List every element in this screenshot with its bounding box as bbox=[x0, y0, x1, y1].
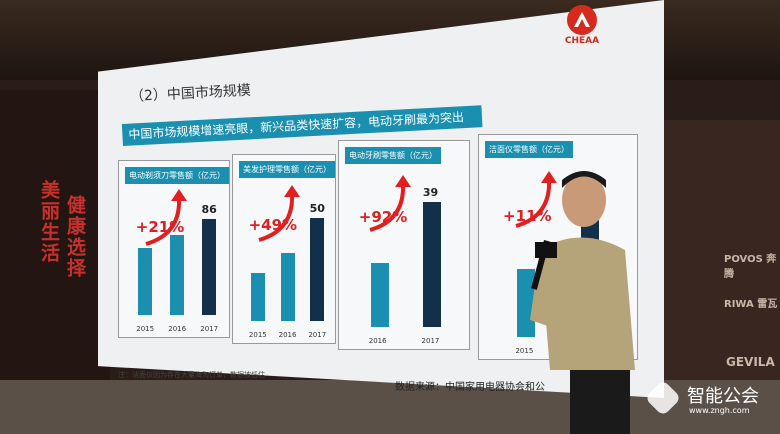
bar bbox=[280, 252, 295, 321]
chart-panel: 电动剃须刀零售额（亿元） 2015 2016 2017 86 +21% bbox=[118, 160, 230, 338]
bar bbox=[423, 202, 442, 327]
watermark-name: 智能公会 bbox=[687, 386, 759, 407]
growth-arrow-icon bbox=[258, 185, 300, 243]
x-tick-label: 2016 bbox=[168, 325, 187, 333]
x-tick-label: 2017 bbox=[200, 325, 219, 333]
growth-label: +21% bbox=[135, 217, 185, 236]
x-tick-label: 2017 bbox=[308, 331, 327, 339]
bar bbox=[370, 263, 389, 327]
data-label: 50 bbox=[309, 201, 325, 215]
chart-panel: 电动牙刷零售额（亿元） 2016 2017 39 +92% bbox=[338, 140, 470, 350]
bar bbox=[138, 247, 153, 315]
x-tick-label: 2016 bbox=[368, 337, 387, 345]
data-label: 86 bbox=[201, 202, 217, 216]
chart-title: 洁面仪零售额（亿元） bbox=[485, 141, 573, 158]
growth-arrow-icon bbox=[369, 174, 412, 232]
brand-3: GEVILA bbox=[726, 355, 775, 369]
chart-panel: 美发护理零售额（亿元） 2015 2016 2017 50 +49% bbox=[232, 154, 336, 344]
stage-slogan-2: 健康选择 bbox=[64, 195, 86, 279]
slide-source: 数据来源：中国家用电器协会和公 bbox=[395, 382, 545, 393]
x-tick-label: 2015 bbox=[248, 331, 267, 339]
cheaa-logo-text: CHEAA bbox=[564, 36, 600, 46]
stage-backdrop-left: 美丽生活 健康选择 bbox=[0, 90, 110, 380]
stage-backdrop-right: POVOS 奔腾 RIWA 雷瓦 GEVILA bbox=[660, 120, 780, 380]
bar bbox=[310, 217, 325, 321]
brand-2: RIWA 雷瓦 bbox=[724, 299, 778, 310]
slide-note: 注：洁面仪因为存在大量海淘订单，数据被低估 bbox=[118, 371, 265, 379]
stage-slogan-1: 美丽生活 bbox=[38, 180, 60, 264]
bar bbox=[170, 235, 185, 315]
bar bbox=[202, 218, 217, 315]
watermark-url: www.zngh.com bbox=[689, 406, 750, 415]
chart-title: 电动剃须刀零售额（亿元） bbox=[125, 167, 229, 184]
chart-title: 美发护理零售额（亿元） bbox=[239, 161, 335, 178]
x-tick-label: 2017 bbox=[421, 337, 440, 345]
watermark-logo-icon bbox=[647, 382, 679, 414]
presenter bbox=[530, 171, 635, 434]
growth-arrow-icon bbox=[145, 189, 188, 247]
brand-1: POVOS 奔腾 bbox=[724, 254, 777, 280]
x-tick-label: 2016 bbox=[278, 331, 297, 339]
data-label: 39 bbox=[422, 186, 439, 200]
chart-title: 电动牙刷零售额（亿元） bbox=[345, 147, 441, 164]
cheaa-logo bbox=[567, 5, 597, 35]
growth-arrow-icon bbox=[515, 171, 557, 229]
x-tick-label: 2015 bbox=[136, 325, 155, 333]
x-tick-label: 2015 bbox=[515, 347, 534, 355]
bar bbox=[250, 273, 265, 321]
